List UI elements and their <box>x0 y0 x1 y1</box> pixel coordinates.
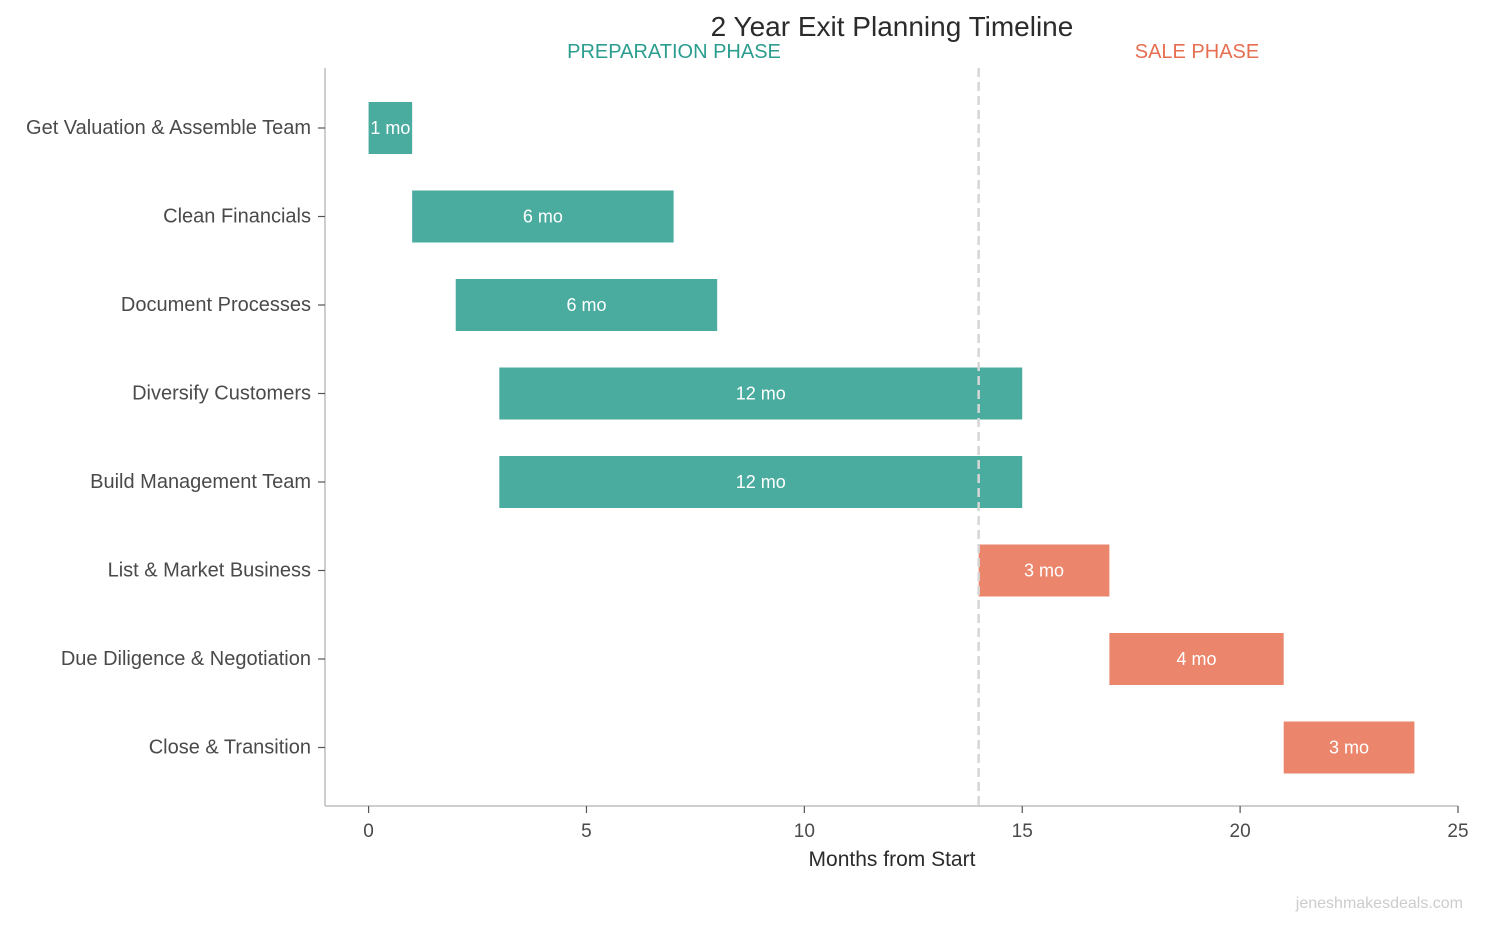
phase-label-sale: SALE PHASE <box>1135 41 1260 63</box>
phase-label-preparation: PREPARATION PHASE <box>567 41 781 63</box>
x-tick-label: 5 <box>581 821 592 842</box>
bar-clean-financials <box>412 190 674 243</box>
bar-get-valuation-assemble-team <box>368 102 413 154</box>
bar-duration-label: 1 mo <box>370 118 410 138</box>
y-tick-label: Document Processes <box>121 294 311 316</box>
x-tick-label: 20 <box>1230 821 1251 842</box>
watermark: jeneshmakesdeals.com <box>1295 895 1463 912</box>
y-tick-label: List & Market Business <box>108 560 311 582</box>
bar-duration-label: 6 mo <box>566 295 606 315</box>
bar-list-market-business <box>978 544 1110 597</box>
axes-layer <box>324 68 1458 807</box>
x-tick-label: 0 <box>363 821 374 842</box>
bar-close-transition <box>1283 721 1415 774</box>
bar-document-processes <box>455 279 718 331</box>
bar-diversify-customers <box>499 367 1023 420</box>
y-tick-label: Clean Financials <box>163 206 311 228</box>
bar-duration-label: 12 mo <box>736 384 786 404</box>
x-axis-ticks: 0 5 10 15 20 25 <box>363 806 1469 842</box>
bar-duration-label: 3 mo <box>1329 738 1369 758</box>
bar-duration-label: 3 mo <box>1024 561 1064 581</box>
x-axis-label: Months from Start <box>809 848 976 871</box>
x-tick-label: 15 <box>1012 821 1033 842</box>
bar-due-diligence-negotiation <box>1109 633 1284 685</box>
y-tick-label: Close & Transition <box>149 737 311 759</box>
y-tick-label: Build Management Team <box>90 471 311 493</box>
y-axis-ticks: Get Valuation & Assemble Team Clean Finan… <box>26 117 325 759</box>
x-tick-label: 25 <box>1447 821 1468 842</box>
x-tick-label: 10 <box>794 821 815 842</box>
bar-labels-layer: 1 mo 6 mo 6 mo 12 mo 12 mo 3 mo 4 mo 3 mo <box>370 118 1369 758</box>
y-tick-label: Due Diligence & Negotiation <box>61 648 311 670</box>
bar-duration-label: 4 mo <box>1177 649 1217 669</box>
bar-build-management-team <box>499 456 1023 508</box>
bar-duration-label: 6 mo <box>523 207 563 227</box>
y-tick-label: Diversify Customers <box>132 383 311 405</box>
bars-layer <box>368 102 1415 774</box>
bar-duration-label: 12 mo <box>736 472 786 492</box>
chart-title: 2 Year Exit Planning Timeline <box>711 11 1074 42</box>
y-tick-label: Get Valuation & Assemble Team <box>26 117 311 139</box>
